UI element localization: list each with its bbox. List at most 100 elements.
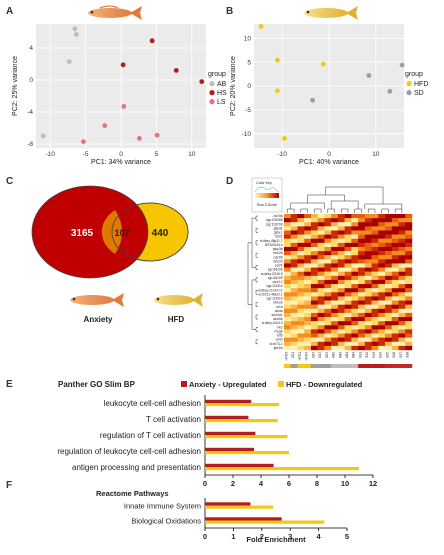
- points-a: [40, 26, 205, 145]
- bar-anxiety: [205, 502, 251, 506]
- heatmap-cell: [385, 255, 392, 260]
- x-tick-label: 0: [119, 151, 123, 158]
- heatmap-cell: [371, 304, 379, 309]
- heatmap-cell: [378, 296, 386, 301]
- heatmap-cell: [385, 242, 392, 248]
- heatmap-cell: [358, 288, 366, 293]
- heatmap-cell: [324, 337, 332, 342]
- heatmap-cell: [364, 321, 372, 326]
- heatmap-cell: [385, 329, 392, 334]
- bar-hfd: [205, 451, 289, 455]
- heatmap-cell: [344, 341, 352, 347]
- heatmap-cell: [358, 312, 366, 318]
- heatmap-cell: [297, 255, 305, 260]
- heatmap-cell: [331, 284, 339, 289]
- heatmap-cell: [371, 222, 379, 227]
- x-axis-label-a: PC1: 34% variance: [91, 159, 151, 166]
- heatmap-cell: [351, 263, 359, 268]
- heatmap-cell: [317, 230, 325, 235]
- dendrogram-branch: [367, 208, 376, 213]
- gene-label: cxcr3.2: [272, 280, 283, 284]
- data-point-ls: [154, 132, 160, 138]
- heatmap-cell: [351, 279, 359, 285]
- heatmap-cell: [385, 308, 392, 314]
- heatmap-cell: [351, 296, 359, 301]
- heatmap-cell: [358, 325, 366, 330]
- legend-dot-sd: [406, 90, 412, 96]
- heatmap-cell: [351, 333, 359, 338]
- heatmap-cell: [297, 317, 305, 322]
- heatmap-cell: [337, 246, 345, 252]
- heatmap-cell: [364, 308, 372, 314]
- heatmap-cell: [378, 255, 386, 260]
- heatmap-cell: [290, 259, 298, 264]
- heatmap-cell: [364, 251, 372, 256]
- sample-label: HFD3: [284, 352, 288, 361]
- category-label: T cell activation: [146, 415, 201, 424]
- sample-label: AB2: [332, 352, 336, 358]
- heatmap-cell: [297, 333, 305, 338]
- heatmap-cell: [405, 304, 413, 309]
- legend-e: Anxiety - Upregulated HFD - Downregulate…: [181, 380, 363, 389]
- heatmap-cell: [371, 279, 379, 285]
- y-tick-label: -4: [27, 109, 33, 116]
- heatmap-cell: [304, 345, 312, 351]
- heatmap-cell: [337, 242, 345, 248]
- heatmap-cell: [337, 267, 345, 272]
- heatmap-cell: [284, 275, 291, 281]
- heatmap-cell: [297, 288, 305, 293]
- heatmap-cell: [337, 218, 345, 223]
- heatmap-cell: [364, 337, 372, 342]
- heatmap-cell: [324, 292, 332, 297]
- heatmap-cell: [284, 317, 291, 322]
- heatmap-cell: [290, 218, 298, 223]
- legend-title-a: group: [208, 71, 226, 78]
- group-bar-cell-ab: [344, 364, 352, 368]
- heatmap-cell: [290, 263, 298, 268]
- heatmap-cell: [297, 251, 305, 256]
- heatmap-cell: [385, 317, 392, 322]
- y-tick-label: 10: [244, 36, 252, 43]
- heatmap-cell: [304, 259, 312, 264]
- heatmap-cell: [398, 279, 406, 285]
- data-point-ls: [137, 136, 142, 141]
- column-dendrogram: [287, 186, 403, 213]
- heatmap-cell: [364, 267, 372, 272]
- heatmap-cell: [310, 284, 318, 289]
- heatmap-cell: [398, 329, 406, 334]
- heatmap-cell: [358, 259, 366, 264]
- heatmap-cell: [378, 341, 386, 347]
- heatmap-cell: [337, 325, 345, 330]
- heatmap-cell: [391, 267, 399, 272]
- heatmap-cell: [310, 304, 318, 309]
- bar-anxiety: [205, 517, 282, 521]
- fish-anxiety-icon: [70, 293, 124, 307]
- heatmap-cell: [310, 329, 318, 334]
- heatmap-cell: [331, 263, 339, 268]
- heatmap-cell: [391, 325, 399, 330]
- heatmap-cell: [324, 218, 332, 223]
- heatmap-cell: [385, 226, 392, 231]
- heatmap-cell: [391, 238, 399, 244]
- dendrogram-branch: [251, 279, 256, 330]
- y-tick-label: -8: [27, 141, 33, 148]
- dendrogram-branch: [255, 277, 258, 283]
- heatmap-cell: [391, 337, 399, 342]
- legend-label-anxiety: Anxiety - Upregulated: [189, 380, 267, 389]
- gene-label: btr22: [275, 235, 282, 239]
- heatmap-cell: [310, 230, 318, 235]
- heatmap-cell: [317, 234, 325, 239]
- heatmap-cell: [398, 263, 406, 268]
- heatmap-cell: [284, 263, 291, 268]
- dendrogram-branch: [255, 327, 258, 332]
- heatmap-cell: [398, 284, 406, 289]
- heatmap-cell: [284, 325, 291, 330]
- heatmap-cell: [337, 284, 345, 289]
- heatmap-cell: [304, 284, 312, 289]
- heatmap-cell: [358, 337, 366, 342]
- heatmap-cell: [317, 267, 325, 272]
- heatmap-cell: [331, 288, 339, 293]
- heatmap-cell: [317, 325, 325, 330]
- heatmap-cell: [391, 259, 399, 264]
- heatmap-cell: [310, 246, 318, 252]
